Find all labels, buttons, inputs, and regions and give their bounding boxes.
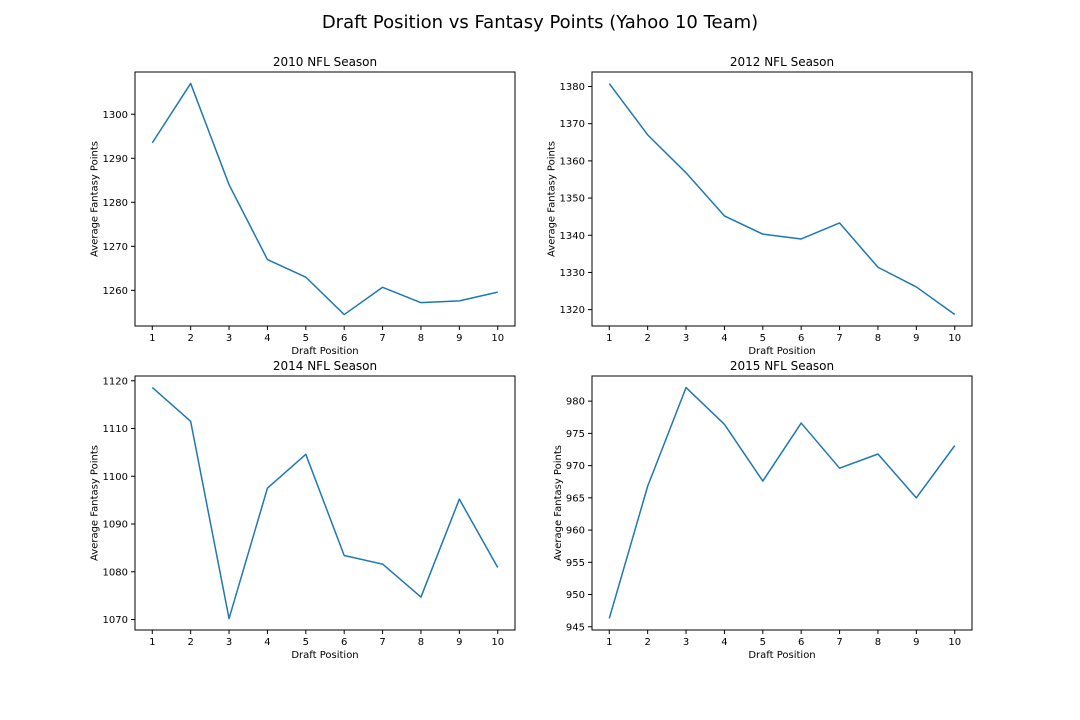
subplot-1-xtick-label: 5 <box>303 333 309 344</box>
subplot-4: 2015 NFL Season 1 2 3 4 5 6 7 8 9 10 945 950 955 960 96… <box>553 359 973 661</box>
subplot-1-xtick-label: 9 <box>456 333 462 344</box>
subplot-4-xlabel: Draft Position <box>748 650 815 661</box>
subplot-4-xtick-label: 2 <box>644 637 650 648</box>
figure-title: Draft Position vs Fantasy Points (Yahoo … <box>322 12 758 33</box>
subplot-1-ytick-label: 1280 <box>103 198 128 209</box>
subplot-1: 2010 NFL Season 1 2 3 4 5 6 7 8 9 10 1260 1270 1280 12… <box>89 55 516 357</box>
subplot-2-xtick-label: 9 <box>913 333 919 344</box>
subplot-3-axes-frame <box>134 375 516 631</box>
subplot-3-xtick-label: 5 <box>303 637 309 648</box>
subplot-4-xtick-label: 4 <box>721 637 727 648</box>
subplot-2: 2012 NFL Season 1 2 3 4 5 6 7 8 9 10 1320 1330 1340 13… <box>546 55 973 357</box>
subplot-2-ytick-label: 1340 <box>560 231 585 242</box>
subplot-2-ytick-label: 1370 <box>560 119 585 130</box>
subplot-2-xtick-label: 2 <box>644 333 650 344</box>
subplot-1-ytick-label: 1270 <box>103 242 128 253</box>
subplot-2-title: 2012 NFL Season <box>730 55 834 69</box>
subplot-1-xtick-label: 10 <box>491 333 504 344</box>
subplot-4-ytick-label: 970 <box>566 461 585 472</box>
subplot-1-title: 2010 NFL Season <box>273 55 377 69</box>
subplot-2-xtick-label: 7 <box>836 333 842 344</box>
subplot-1-series-line <box>151 82 498 316</box>
subplot-2-ytick-label: 1380 <box>560 82 585 93</box>
subplot-1-xtick-label: 3 <box>226 333 232 344</box>
subplot-2-ytick-label: 1320 <box>560 305 585 316</box>
subplot-3-xtick-label: 6 <box>341 637 347 648</box>
subplot-4-xtick-label: 7 <box>836 637 842 648</box>
subplot-1-xtick-label: 8 <box>418 333 424 344</box>
subplot-2-xtick-label: 8 <box>875 333 881 344</box>
subplot-2-xtick-label: 4 <box>721 333 727 344</box>
subplot-4-axes-frame <box>591 375 973 631</box>
subplot-3-xtick-label: 9 <box>456 637 462 648</box>
subplot-3-ytick-label: 1090 <box>103 520 128 531</box>
subplot-4-ylabel: Average Fantasy Points <box>553 445 564 561</box>
subplot-3-xlabel: Draft Position <box>291 650 358 661</box>
subplot-3-series-line <box>151 386 499 620</box>
subplot-4-xtick-label: 5 <box>760 637 766 648</box>
subplot-3-ytick-label: 1120 <box>103 376 128 387</box>
subplot-4-ytick-label: 950 <box>566 590 585 601</box>
subplot-3-ytick-label: 1070 <box>103 615 128 626</box>
subplot-2-xlabel: Draft Position <box>748 346 815 357</box>
subplot-2-xtick-label: 5 <box>760 333 766 344</box>
subplot-3-xtick-label: 7 <box>379 637 385 648</box>
subplot-4-ytick-label: 975 <box>566 429 585 440</box>
subplot-4-xtick-label: 8 <box>875 637 881 648</box>
subplot-3-xtick-label: 10 <box>491 637 504 648</box>
subplot-1-ylabel: Average Fantasy Points <box>89 141 100 257</box>
subplot-2-ylabel: Average Fantasy Points <box>546 141 557 257</box>
subplot-4-ytick-label: 955 <box>566 558 585 569</box>
subplot-4-series-line <box>608 386 956 619</box>
subplot-3-xtick-label: 1 <box>149 637 155 648</box>
subplot-3-ytick-label: 1080 <box>103 567 128 578</box>
subplot-4-ytick-label: 945 <box>566 622 585 633</box>
subplot-3-title: 2014 NFL Season <box>273 359 377 373</box>
subplot-4-xtick-label: 1 <box>606 637 612 648</box>
subplot-2-ytick-label: 1360 <box>560 156 585 167</box>
subplot-4-xtick-label: 10 <box>948 637 961 648</box>
subplot-4-ytick-label: 965 <box>566 493 585 504</box>
subplot-2-ytick-label: 1350 <box>560 194 585 205</box>
subplot-4-xtick-label: 6 <box>798 637 804 648</box>
subplot-3-xtick-label: 8 <box>418 637 424 648</box>
subplot-4-ytick-label: 980 <box>566 397 585 408</box>
subplot-2-xtick-label: 1 <box>606 333 612 344</box>
subplot-1-ytick-label: 1260 <box>103 286 128 297</box>
subplot-1-xtick-label: 2 <box>187 333 193 344</box>
subplot-1-ytick-label: 1300 <box>103 110 128 121</box>
subplot-3-ytick-label: 1100 <box>103 472 128 483</box>
subplot-4-xtick-label: 3 <box>683 637 689 648</box>
subplot-1-xtick-label: 6 <box>341 333 347 344</box>
subplot-1-ytick-label: 1290 <box>103 154 128 165</box>
subplot-2-xtick-label: 3 <box>683 333 689 344</box>
subplot-4-xtick-label: 9 <box>913 637 919 648</box>
subplot-1-xlabel: Draft Position <box>291 346 358 357</box>
subplot-1-xtick-label: 1 <box>149 333 155 344</box>
subplot-2-xtick-label: 6 <box>798 333 804 344</box>
subplot-4-title: 2015 NFL Season <box>730 359 834 373</box>
subplot-1-xtick-label: 4 <box>264 333 270 344</box>
subplot-2-axes-frame <box>591 71 973 327</box>
subplot-3-ytick-label: 1110 <box>103 424 128 435</box>
subplot-1-xtick-label: 7 <box>379 333 385 344</box>
subplot-3: 2014 NFL Season 1 2 3 4 5 6 7 8 9 10 1070 1080 1090 11… <box>89 359 516 661</box>
subplot-2-series-line <box>608 83 956 316</box>
subplot-2-ytick-label: 1330 <box>560 268 585 279</box>
subplot-3-ylabel: Average Fantasy Points <box>89 445 100 561</box>
subplot-3-xtick-label: 2 <box>187 637 193 648</box>
subplot-3-xtick-label: 3 <box>226 637 232 648</box>
subplot-4-ytick-label: 960 <box>566 526 585 537</box>
subplot-2-xtick-label: 10 <box>948 333 961 344</box>
subplot-1-axes-frame <box>134 71 516 327</box>
subplot-3-xtick-label: 4 <box>264 637 270 648</box>
